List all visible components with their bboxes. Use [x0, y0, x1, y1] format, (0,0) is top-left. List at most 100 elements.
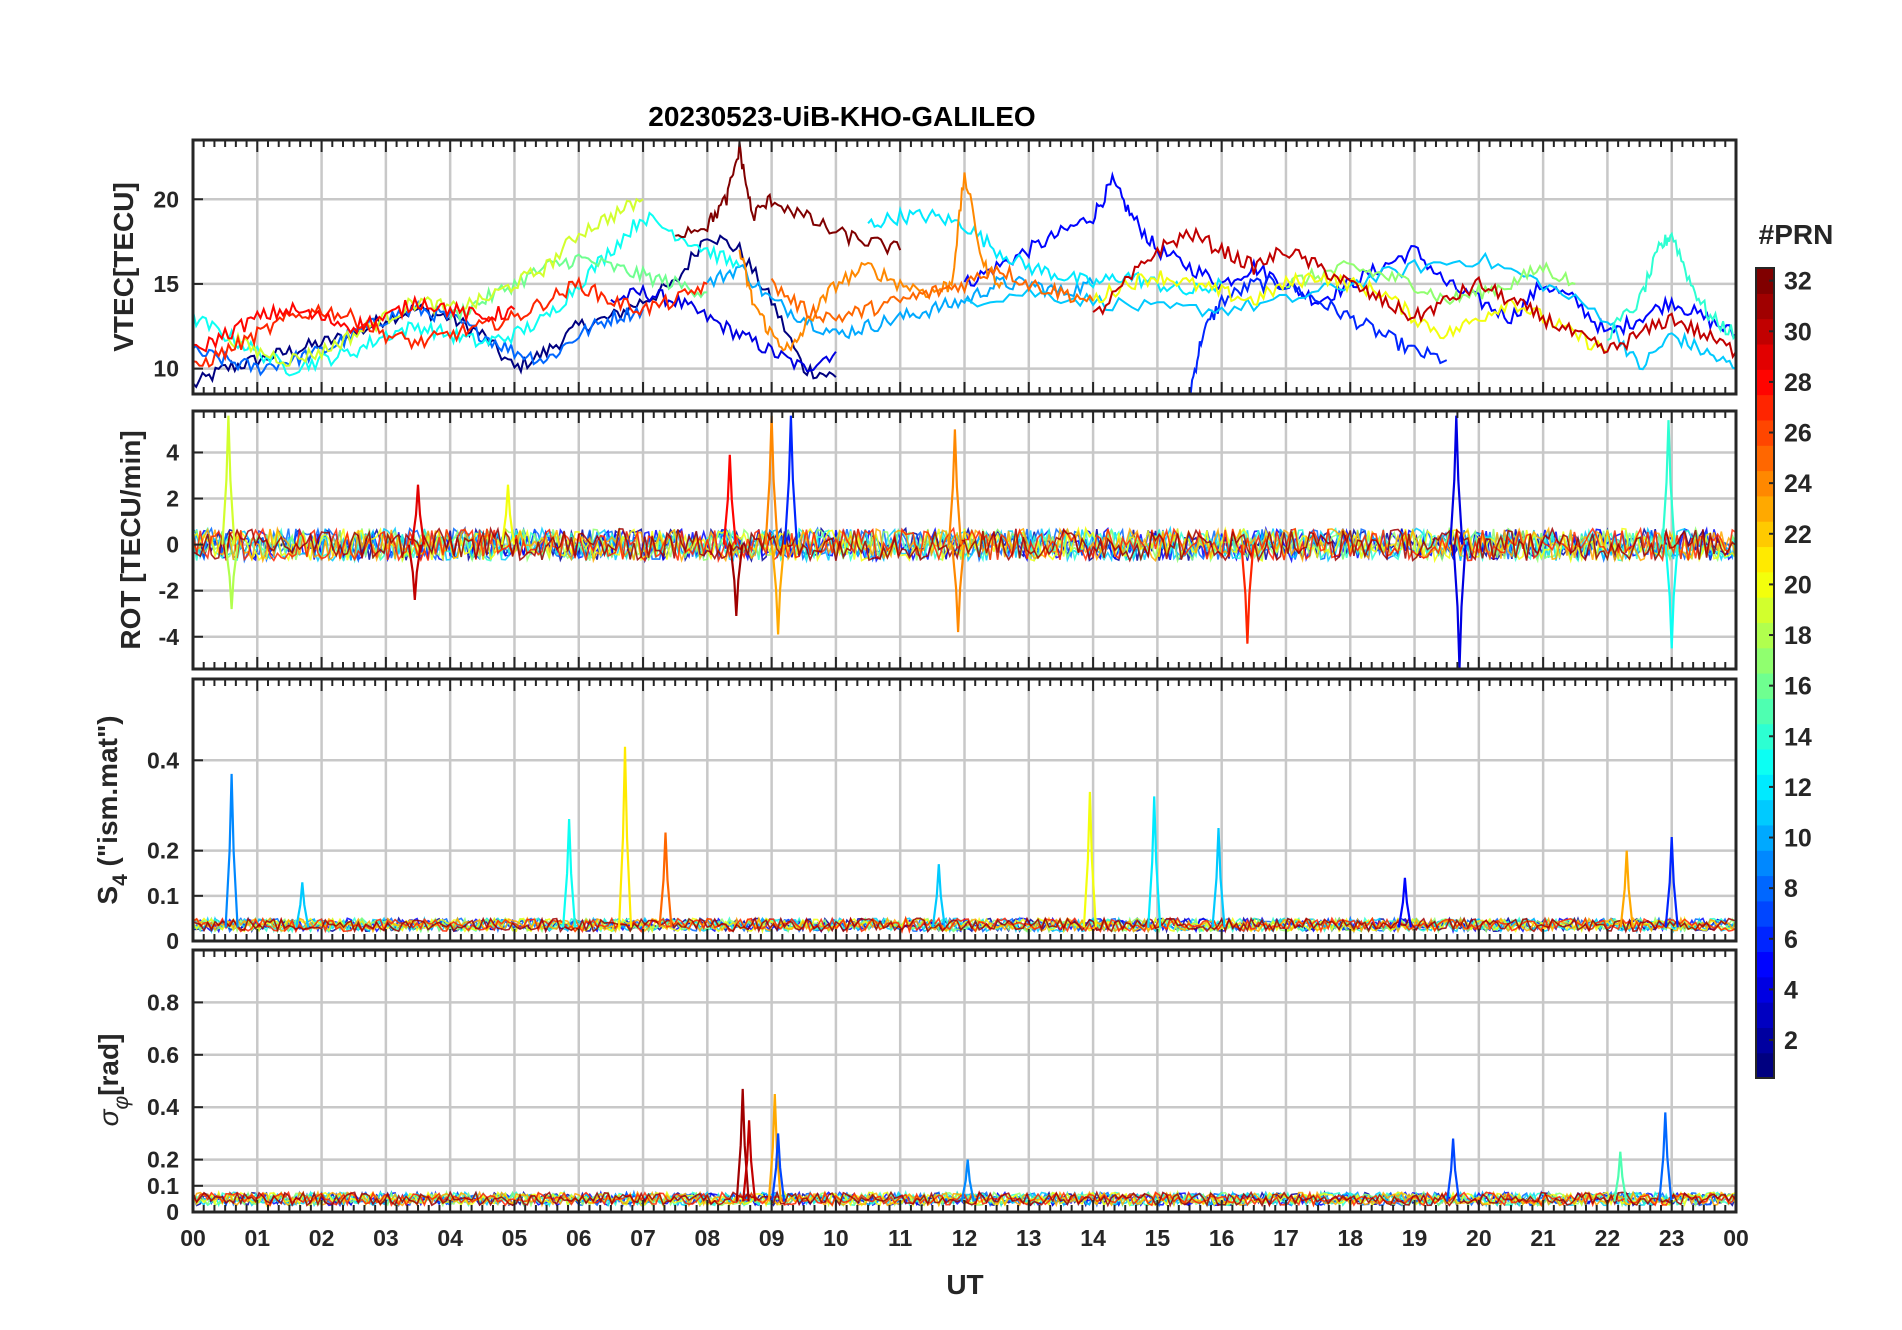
panel-rot: -4 -2 0 2 4 ROT [TECU/min] — [115, 409, 1738, 671]
rot-spike-prn-27 — [1240, 544, 1255, 644]
s4-grid — [191, 679, 1738, 943]
vtec-series-prn-30 — [1092, 226, 1737, 360]
vtec-series-prn-24 — [738, 172, 1004, 352]
colorbar-level-31 — [1756, 293, 1774, 320]
vtec-series-prn-32 — [675, 141, 902, 256]
vtec-series-prn-8 — [192, 299, 644, 377]
colorbar-level-15 — [1756, 698, 1774, 725]
x-tick-label: 00 — [180, 1225, 206, 1251]
x-tick-label: 03 — [373, 1225, 399, 1251]
x-tick-label: 14 — [1080, 1225, 1106, 1251]
s4-y-axis-label-rest: ("ism.mat") — [92, 715, 123, 874]
panel-s4: 0 0.1 0.2 0.4 S4 ("ism.mat") — [92, 677, 1738, 954]
s4-spike-prn-5 — [1397, 877, 1412, 928]
colorbar-tick-label: 6 — [1784, 926, 1798, 954]
colorbar-level-25 — [1756, 445, 1774, 472]
vtec-series-prn-14 — [1606, 231, 1737, 342]
vtec-series — [192, 141, 1737, 395]
x-tick-label: 05 — [502, 1225, 528, 1251]
colorbar-level-28 — [1756, 369, 1774, 396]
x-tick-label: 12 — [952, 1225, 978, 1251]
colorbar-gradient — [1756, 268, 1774, 1079]
colorbar-level-29 — [1756, 343, 1774, 370]
colorbar-level-24 — [1756, 470, 1774, 497]
x-tick-label: 23 — [1659, 1225, 1685, 1251]
x-tick-label: 19 — [1402, 1225, 1428, 1251]
colorbar-level-30 — [1756, 318, 1774, 345]
rot-spike-prn-24 — [951, 544, 966, 633]
y-tick-label: 4 — [166, 439, 179, 465]
s4-spike-prn-11 — [931, 864, 946, 928]
vtec-ticks — [192, 140, 1737, 394]
colorbar-title: #PRN — [1759, 219, 1834, 250]
y-tick-label: 0 — [166, 928, 179, 954]
s4-spike-prn-21 — [617, 746, 633, 928]
y-tick-label: 0.4 — [147, 1094, 179, 1120]
colorbar-level-17 — [1756, 647, 1774, 674]
sigma-phi-y-axis-label-main: σ — [93, 1108, 124, 1126]
y-tick-label: 20 — [153, 186, 179, 212]
colorbar-tick-label: 32 — [1784, 268, 1812, 296]
colorbar-level-12 — [1756, 774, 1774, 801]
y-tick-label: 10 — [153, 356, 179, 382]
vtec-series-prn-28 — [192, 294, 516, 353]
colorbar-tick-label: 10 — [1784, 825, 1812, 853]
rot-spike-prn-14 — [1661, 420, 1676, 545]
x-axis-label: UT — [946, 1269, 983, 1300]
rot-y-axis-label: ROT [TECU/min] — [115, 430, 146, 649]
rot-spike-prn-20 — [500, 484, 516, 545]
sigma-phi-grid — [191, 950, 1738, 1214]
colorbar-level-21 — [1756, 546, 1774, 573]
colorbar-level-1 — [1756, 1052, 1774, 1079]
colorbar-level-3 — [1756, 1002, 1774, 1028]
s4-spike-prn-9 — [224, 773, 239, 928]
rot-series — [192, 415, 1737, 670]
colorbar-tick-label: 4 — [1784, 976, 1798, 1004]
colorbar-level-23 — [1756, 495, 1774, 522]
x-tick-label: 20 — [1466, 1225, 1492, 1251]
colorbar-tick-label: 14 — [1784, 723, 1812, 751]
rot-spike-prn-4 — [1449, 415, 1464, 545]
vtec-series-prn-4 — [610, 283, 837, 373]
x-tick-labels: 00 01 02 03 04 05 06 07 08 09 10 11 12 13 14 15 16 17 18 19… — [180, 1225, 1749, 1251]
colorbar-level-8 — [1756, 875, 1774, 902]
y-tick-label: 0.2 — [147, 1147, 179, 1173]
vtec-series-prn-1 — [192, 234, 837, 389]
sigma-phi-y-axis-label-rest: [rad] — [93, 1034, 124, 1096]
rot-spike-prn-31 — [729, 544, 744, 617]
rot-spike-prn-29 — [410, 484, 426, 545]
s4-y-axis-label-main: S — [92, 886, 123, 905]
sigma_phi-spike-prn-15 — [1613, 1151, 1628, 1202]
sigma_phi-spike-prn-23 — [767, 1094, 782, 1202]
vtec-series-prn-6 — [1189, 275, 1448, 395]
vtec-series-prn-27 — [192, 275, 708, 368]
colorbar-tick-label: 2 — [1784, 1027, 1798, 1055]
colorbar-level-19 — [1756, 597, 1774, 623]
rot-spike-prn-18 — [224, 544, 239, 610]
sigma_phi-spike-prn-30 — [742, 1120, 757, 1202]
colorbar-level-32 — [1756, 268, 1774, 294]
colorbar-level-11 — [1756, 799, 1774, 826]
x-tick-label: 18 — [1337, 1225, 1363, 1251]
colorbar-level-9 — [1756, 850, 1774, 877]
sigma-phi-y-axis-label: σφ[rad] — [93, 1034, 133, 1127]
x-tick-label: 17 — [1273, 1225, 1299, 1251]
colorbar-level-26 — [1756, 419, 1774, 446]
panel-vtec: 10 15 20 VTEC[TECU] — [108, 138, 1738, 396]
chart-title: 20230523-UiB-KHO-GALILEO — [648, 101, 1035, 132]
y-tick-label: 0.2 — [147, 838, 179, 864]
x-tick-label: 07 — [630, 1225, 656, 1251]
sigma_phi-spike-prn-7 — [1446, 1138, 1461, 1202]
x-tick-label: 06 — [566, 1225, 592, 1251]
colorbar-level-13 — [1756, 748, 1774, 775]
vtec-series-prn-11 — [964, 251, 1737, 371]
s4-spike-prn-11 — [1211, 828, 1226, 928]
colorbar-level-22 — [1756, 521, 1774, 548]
colorbar-level-16 — [1756, 673, 1774, 699]
s4-y-axis-label: S4 ("ism.mat") — [92, 715, 132, 904]
colorbar-tick-label: 12 — [1784, 774, 1812, 802]
s4-spike-prn-13 — [562, 818, 577, 928]
y-tick-label: 0.1 — [147, 883, 179, 909]
rot-ticks — [192, 411, 1737, 669]
